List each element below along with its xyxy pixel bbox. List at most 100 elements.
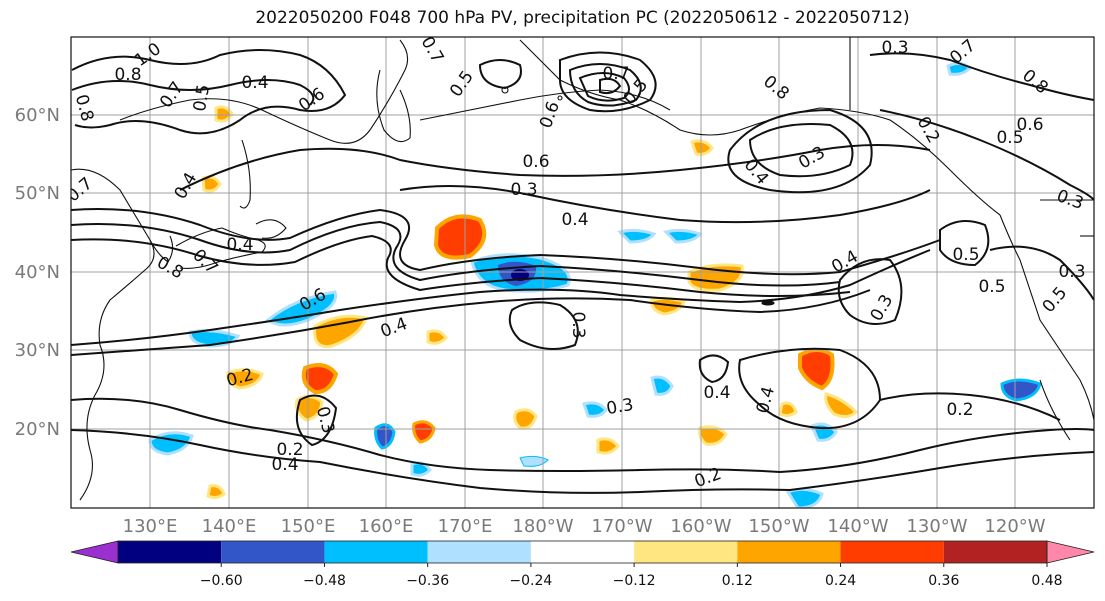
pv-contour (71, 234, 851, 297)
coastline-asia (71, 168, 155, 501)
contour-label: 0.6 (1016, 115, 1043, 135)
pv-contour (296, 394, 338, 447)
precip-blob (412, 420, 436, 444)
precip-blob (663, 228, 703, 244)
lon-label: 120°W (984, 516, 1045, 537)
colorbar-tick-label: 0.12 (722, 573, 753, 589)
lat-label: 40°N (15, 262, 60, 283)
coastline-okhotsk (119, 39, 409, 144)
coastline-aleutians (419, 89, 671, 121)
pv-contour (71, 49, 347, 135)
precip-blob (206, 484, 226, 500)
precip-blob (513, 408, 538, 430)
precip-blob (313, 314, 368, 349)
contour-label: 0.4 (561, 210, 588, 230)
lon-label: 140°E (202, 516, 257, 537)
contour-label: 0.7 (602, 64, 629, 84)
lon-label: 180°W (512, 516, 573, 537)
colorbar-segment (427, 541, 531, 563)
colorbar-segment (221, 541, 325, 563)
lon-label: 130°E (123, 516, 178, 537)
map-title: 2022050200 F048 700 hPa PV, precipitatio… (255, 8, 910, 28)
pv-contour (879, 392, 1061, 421)
coastline-sakhalin (239, 139, 251, 209)
precip-blob (426, 329, 448, 345)
coastline-bc (999, 214, 1094, 421)
colorbar-segment (530, 541, 635, 563)
pv-contour (71, 429, 1094, 494)
colorbar-tick-label: −0.48 (303, 573, 346, 589)
map-frame (70, 36, 1095, 509)
pv-contour (71, 220, 841, 287)
precip-blob (617, 228, 657, 244)
contour-label: 0.3 (568, 311, 588, 338)
pv-contour (399, 185, 931, 224)
colorbar-tick-label: 0.24 (825, 573, 856, 589)
precip-blob (265, 290, 338, 327)
contour-label: 0.4 (241, 73, 268, 93)
pv-contour (879, 109, 1094, 201)
contour-label: 0.3 (510, 180, 537, 200)
colorbar-segment (634, 541, 738, 563)
colorbar-frame (117, 540, 1048, 564)
coastline-baja (1039, 379, 1071, 441)
contour-label: 0.6 (522, 152, 549, 172)
pv-contour (939, 220, 990, 267)
coastline-hokkaido (255, 219, 287, 239)
latitude-labels: 60°N 50°N 40°N 30°N 20°N (15, 105, 60, 440)
contour-label: 0.5 (952, 245, 979, 265)
precip-blob (810, 422, 838, 442)
pv-contour (179, 144, 931, 191)
precip-blob (596, 437, 620, 455)
pv-contour (71, 289, 871, 356)
pv-contour (989, 245, 1094, 301)
coastline-japan (175, 227, 266, 269)
colorbar-extend-min (70, 540, 119, 564)
pv-contour (698, 354, 730, 384)
colorbar-tick-label: 0.48 (1031, 573, 1062, 589)
precip-blob (214, 105, 234, 123)
precip-blob (301, 363, 339, 395)
contour-label: 0.4 (703, 383, 730, 403)
pv-contour (71, 397, 1094, 474)
lon-label: 170°E (438, 516, 493, 537)
pv-contour (837, 258, 903, 325)
lon-label: 160°W (670, 516, 731, 537)
pv-contours (71, 49, 1094, 494)
lat-label: 50°N (15, 183, 60, 204)
colorbar-segment (943, 541, 1047, 563)
precip-blob (582, 401, 608, 418)
contour-label: 0.5 (996, 128, 1023, 148)
pv-contour (599, 77, 622, 95)
colorbar-tick-label: 0.36 (928, 573, 959, 589)
pv-contour (71, 79, 315, 106)
pv-contour (568, 63, 642, 107)
contour-label: 0.2 (276, 440, 303, 460)
contour-label: 0.4 (226, 235, 253, 255)
precip-blob (824, 392, 859, 419)
lon-label: 130°W (906, 516, 967, 537)
colorbar-segment (840, 541, 944, 563)
pv-contour (727, 108, 873, 194)
pv-contour (748, 123, 854, 178)
lat-label: 20°N (15, 419, 60, 440)
precip-blob (690, 139, 714, 156)
island (557, 95, 563, 101)
contour-label: 0.5 (190, 83, 214, 113)
lat-label: 30°N (15, 340, 60, 361)
pv-contour (869, 52, 1094, 101)
contour-label: 0.3 (881, 38, 908, 58)
pv-contour (559, 51, 657, 113)
precip-shading-positive (201, 105, 859, 500)
contour-label: 0.4 (271, 455, 298, 475)
graticule (71, 37, 1094, 508)
precip-blob (778, 401, 798, 418)
contour-label: 0.5 (978, 277, 1005, 297)
colorbar-segment (737, 541, 841, 563)
pv-contour (71, 208, 941, 276)
contour-label: 0.3 (1058, 262, 1085, 282)
precip-blob (226, 368, 264, 390)
coastline-kamchatka (376, 69, 411, 143)
precip-blob (1000, 378, 1042, 402)
colorbar-tick-label: −0.12 (613, 573, 656, 589)
